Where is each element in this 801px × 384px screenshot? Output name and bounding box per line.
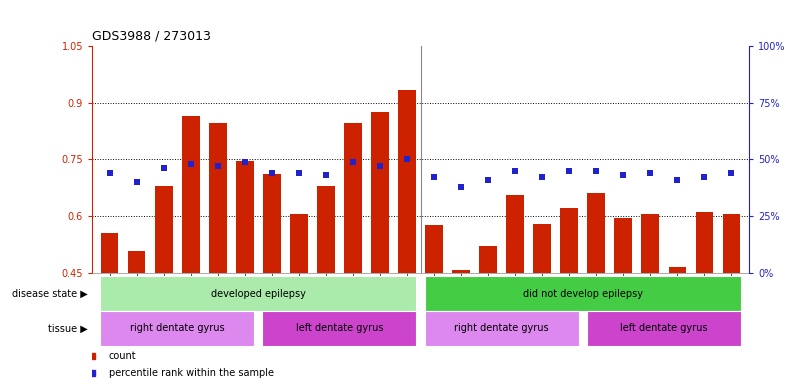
Point — [103, 170, 116, 176]
Bar — [182, 116, 199, 273]
Bar — [209, 124, 227, 273]
Bar — [236, 161, 254, 273]
Point — [536, 174, 549, 180]
Bar — [425, 311, 578, 346]
Bar — [128, 251, 146, 273]
Text: percentile rank within the sample: percentile rank within the sample — [109, 368, 273, 378]
Point — [617, 172, 630, 178]
Point — [455, 184, 468, 190]
Point — [671, 177, 684, 183]
Bar — [263, 174, 280, 273]
Point — [400, 156, 413, 162]
Point — [428, 174, 441, 180]
Bar — [506, 195, 524, 273]
Point — [239, 159, 252, 165]
Point — [373, 163, 386, 169]
Point — [320, 172, 332, 178]
Bar — [561, 209, 578, 273]
Text: disease state ▶: disease state ▶ — [12, 289, 88, 299]
Point — [481, 177, 494, 183]
Bar — [669, 267, 686, 273]
Point — [211, 163, 224, 169]
Bar — [425, 225, 443, 273]
Bar — [479, 246, 497, 273]
Bar — [317, 186, 335, 273]
Point — [347, 159, 360, 165]
Point — [509, 167, 521, 174]
Text: right dentate gyrus: right dentate gyrus — [454, 323, 549, 333]
Text: GDS3988 / 273013: GDS3988 / 273013 — [92, 29, 211, 42]
Point — [292, 170, 305, 176]
Bar — [263, 311, 417, 346]
Bar — [100, 276, 417, 311]
Bar — [695, 212, 713, 273]
Text: left dentate gyrus: left dentate gyrus — [296, 323, 383, 333]
Bar — [101, 233, 119, 273]
Bar — [533, 223, 551, 273]
Bar — [290, 214, 308, 273]
Text: count: count — [109, 351, 136, 361]
Text: developed epilepsy: developed epilepsy — [211, 289, 306, 299]
Bar — [587, 194, 605, 273]
Text: left dentate gyrus: left dentate gyrus — [620, 323, 707, 333]
Text: tissue ▶: tissue ▶ — [48, 323, 88, 333]
Point — [184, 161, 197, 167]
Point — [725, 170, 738, 176]
Bar — [642, 214, 659, 273]
Bar — [614, 218, 632, 273]
Bar — [344, 124, 362, 273]
Bar — [398, 89, 416, 273]
Point — [563, 167, 576, 174]
Bar — [100, 311, 254, 346]
Point — [265, 170, 278, 176]
Bar — [155, 186, 172, 273]
Point — [698, 174, 710, 180]
Point — [644, 170, 657, 176]
Bar — [587, 311, 741, 346]
Bar — [425, 276, 741, 311]
Bar — [371, 112, 388, 273]
Bar — [453, 270, 470, 273]
Point — [131, 179, 143, 185]
Bar — [723, 214, 740, 273]
Point — [590, 167, 602, 174]
Text: did not develop epilepsy: did not develop epilepsy — [523, 289, 642, 299]
Point — [157, 166, 170, 172]
Text: right dentate gyrus: right dentate gyrus — [130, 323, 224, 333]
